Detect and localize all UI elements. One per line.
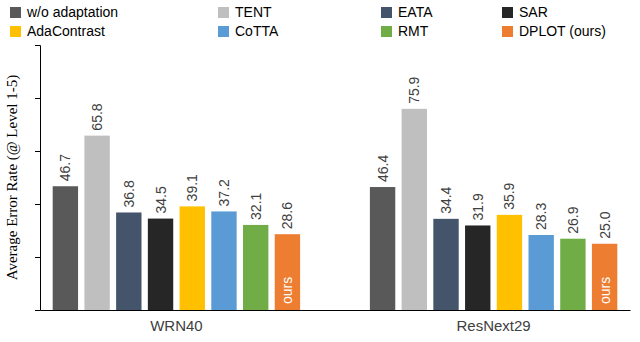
y-tick-mark bbox=[35, 257, 40, 258]
x-tick: WRN40 bbox=[150, 317, 203, 334]
bars bbox=[53, 109, 618, 310]
legend-label: RMT bbox=[398, 23, 429, 39]
bar bbox=[560, 239, 585, 310]
y-tick-mark bbox=[35, 204, 40, 205]
y-tick-mark bbox=[35, 151, 40, 152]
legend-label: AdaContrast bbox=[27, 23, 105, 39]
data-label: 34.5 bbox=[153, 186, 169, 213]
legend-item: SAR bbox=[502, 4, 548, 20]
data-label: 75.9 bbox=[406, 76, 422, 103]
data-label: 37.2 bbox=[216, 179, 232, 206]
data-label: 26.9 bbox=[565, 206, 581, 233]
bar bbox=[84, 136, 109, 310]
x-axis: WRN40 ResNext29 bbox=[41, 311, 631, 334]
data-labels: 46.7 46.4 65.8 75.9 36.8 34.4 34.5 31.9 39.1 35.9… bbox=[57, 76, 612, 304]
data-label: 34.4 bbox=[438, 186, 454, 213]
y-axis-line bbox=[35, 46, 41, 311]
bar-annotation: ours bbox=[597, 277, 613, 304]
bar bbox=[497, 215, 522, 310]
legend-label: DPLOT (ours) bbox=[519, 23, 606, 39]
legend-swatch bbox=[381, 7, 392, 18]
legend-item: DPLOT (ours) bbox=[502, 23, 606, 39]
data-label: 36.8 bbox=[121, 180, 137, 207]
bar bbox=[211, 211, 236, 310]
bar bbox=[592, 244, 617, 310]
y-tick bbox=[35, 151, 40, 152]
data-label: 25.0 bbox=[597, 211, 613, 238]
data-label: 28.3 bbox=[533, 203, 549, 230]
legend-swatch bbox=[381, 26, 392, 37]
legend-item: w/o adaptation bbox=[10, 4, 118, 20]
legend: w/o adaptation TENT EATA SAR AdaContrast CoTT… bbox=[10, 4, 606, 39]
legend-item: TENT bbox=[218, 4, 272, 20]
legend-swatch bbox=[218, 26, 229, 37]
legend-item: CoTTA bbox=[218, 23, 279, 39]
legend-item: EATA bbox=[381, 4, 433, 20]
bar bbox=[243, 225, 268, 310]
data-label: 28.6 bbox=[279, 202, 295, 229]
y-axis-title: Average Error Rate (@ Level 1-5) bbox=[4, 75, 21, 281]
legend-swatch bbox=[502, 7, 513, 18]
bar bbox=[465, 225, 490, 310]
data-label: 32.1 bbox=[248, 192, 264, 219]
x-tick-label: WRN40 bbox=[150, 317, 203, 334]
y-tick-mark bbox=[35, 98, 40, 99]
legend-label: CoTTA bbox=[235, 23, 279, 39]
bar bbox=[180, 206, 205, 310]
legend-label: SAR bbox=[519, 4, 548, 20]
data-label: 39.1 bbox=[184, 174, 200, 201]
legend-swatch bbox=[10, 26, 21, 37]
y-tick-mark bbox=[35, 310, 40, 311]
y-tick bbox=[35, 98, 40, 99]
legend-item: AdaContrast bbox=[10, 23, 105, 39]
chart: WRN40 ResNext29 46.7 46.4 65.8 75.9 36.8 34.4 34… bbox=[0, 0, 640, 342]
data-label: 46.7 bbox=[57, 154, 73, 181]
bar bbox=[116, 212, 141, 310]
y-tick bbox=[35, 204, 40, 205]
bar-annotation: ours bbox=[279, 277, 295, 304]
bar bbox=[148, 219, 173, 310]
bar bbox=[53, 186, 78, 310]
x-axis-line bbox=[41, 310, 631, 311]
data-label: 46.4 bbox=[375, 155, 391, 182]
legend-label: EATA bbox=[398, 4, 433, 20]
legend-swatch bbox=[10, 7, 21, 18]
plot-area: WRN40 ResNext29 46.7 46.4 65.8 75.9 36.8 34.4 34… bbox=[35, 46, 631, 334]
legend-swatch bbox=[502, 26, 513, 37]
bar bbox=[433, 219, 458, 310]
y-tick bbox=[35, 45, 40, 46]
y-tick bbox=[35, 310, 40, 311]
y-tick-mark bbox=[35, 45, 40, 46]
y-axis bbox=[35, 46, 41, 311]
x-tick-label: ResNext29 bbox=[457, 317, 531, 334]
legend-swatch bbox=[218, 7, 229, 18]
data-label: 65.8 bbox=[89, 103, 105, 130]
legend-item: RMT bbox=[381, 23, 429, 39]
y-tick bbox=[35, 257, 40, 258]
data-label: 35.9 bbox=[501, 182, 517, 209]
legend-label: w/o adaptation bbox=[26, 4, 118, 20]
data-label: 31.9 bbox=[470, 193, 486, 220]
bar bbox=[528, 235, 553, 310]
x-tick: ResNext29 bbox=[457, 317, 531, 334]
bar bbox=[370, 187, 395, 310]
legend-label: TENT bbox=[235, 4, 272, 20]
bar bbox=[275, 234, 300, 310]
bar bbox=[402, 109, 427, 310]
